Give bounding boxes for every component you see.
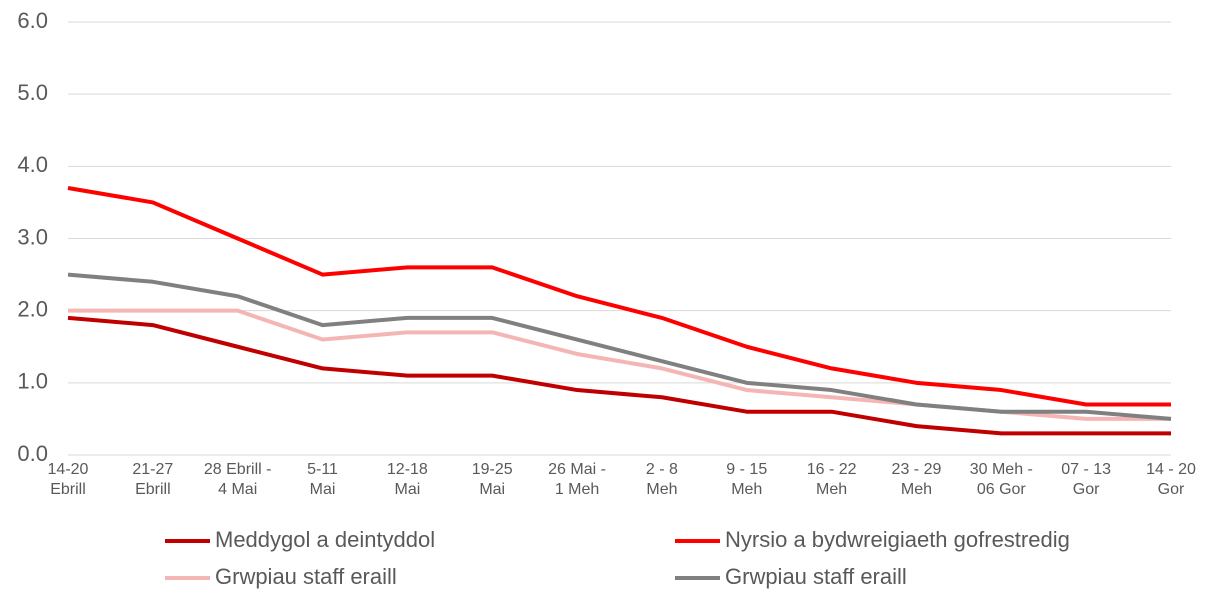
x-tick-label: 2 - 8 Meh [645, 461, 678, 498]
y-tick-label: 1.0 [17, 369, 48, 394]
x-tick-label: 30 Meh - 06 Gor [969, 461, 1033, 498]
x-tick-label: 5-11 Mai [307, 461, 338, 498]
legend-label: Grwpiau staff eraill [215, 564, 397, 589]
y-tick-label: 5.0 [17, 80, 48, 105]
x-tick-label: 12-18 Mai [386, 461, 428, 498]
x-tick-label: 23 - 29 Meh [891, 461, 942, 498]
x-tick-label: 07 - 13 Gor [1061, 461, 1112, 498]
series-line [67, 186, 1171, 407]
legend-label: Meddygol a deintyddol [215, 527, 435, 552]
y-tick-label: 0.0 [17, 441, 48, 466]
y-tick-label: 2.0 [17, 296, 48, 321]
x-tick-label: 21-27 Ebrill [132, 461, 174, 498]
x-tick-label: 19-25 Mai [471, 461, 513, 498]
x-tick-label: 26 Mai - 1 Meh [548, 461, 606, 498]
x-tick-label: 28 Ebrill - 4 Mai [203, 461, 272, 498]
legend-label: Grwpiau staff eraill [725, 564, 907, 589]
series-line [67, 272, 1172, 421]
x-tick-label: 14 - 20 Gor [1146, 461, 1196, 498]
series-line [68, 308, 1171, 421]
y-tick-label: 6.0 [17, 8, 48, 33]
series-line [67, 315, 1171, 436]
y-tick-label: 4.0 [17, 152, 48, 177]
y-tick-label: 3.0 [17, 224, 48, 249]
x-tick-label: 14-20 Ebrill [47, 461, 89, 498]
x-tick-label: 16 - 22 Meh [806, 461, 857, 498]
x-tick-label: 9 - 15 Meh [726, 461, 768, 498]
legend-label: Nyrsio a bydwreigiaeth gofrestredig [725, 527, 1070, 552]
